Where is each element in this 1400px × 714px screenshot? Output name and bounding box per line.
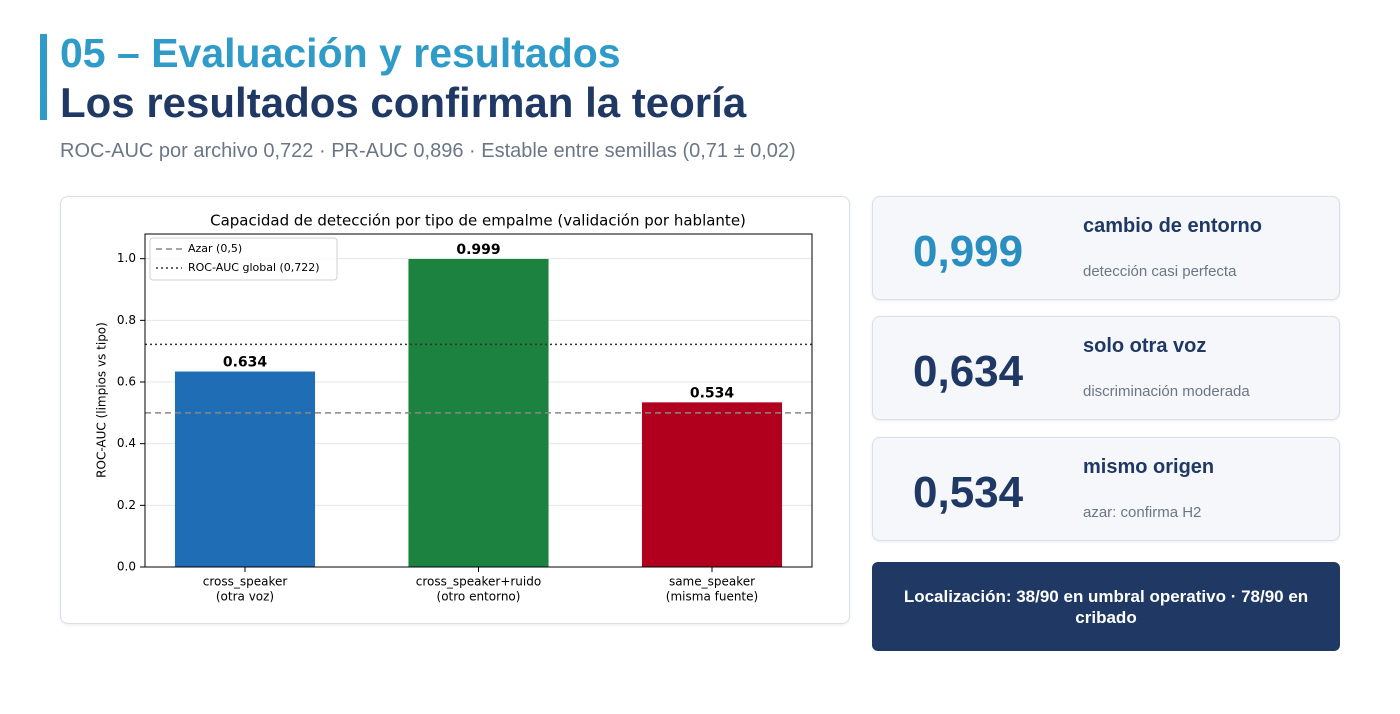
value-label: 0.534 (690, 385, 735, 401)
x-tick-label: (misma fuente) (666, 590, 758, 604)
metric-note: detección casi perfecta (1083, 263, 1237, 280)
bar (174, 371, 316, 567)
chart-title: Capacidad de detección por tipo de empal… (210, 212, 746, 230)
y-tick-label: 0.2 (117, 498, 136, 512)
value-label: 0.999 (456, 242, 500, 258)
y-axis-label: ROC-AUC (limpios vs tipo) (95, 322, 109, 478)
y-tick-label: 0.4 (117, 436, 136, 450)
x-tick-label: same_speaker (669, 575, 755, 589)
x-tick-label: cross_speaker+ruido (416, 575, 541, 589)
metric-card: 0,999 cambio de entorno detección casi per… (872, 196, 1340, 300)
value-label: 0.634 (223, 355, 268, 371)
y-tick-label: 1.0 (117, 251, 136, 265)
y-tick-label: 0.0 (117, 560, 136, 574)
metric-title: cambio de entorno (1083, 215, 1262, 237)
bar (641, 402, 783, 567)
chart-card (60, 196, 850, 624)
x-tick-label: (otra voz) (216, 590, 274, 604)
slide-subtitle: ROC-AUC por archivo 0,722 · PR-AUC 0,896… (60, 140, 796, 162)
metric-card: 0,534 mismo origen azar: confirma H2 (872, 437, 1340, 541)
metric-title: mismo origen (1083, 456, 1215, 478)
legend-label: ROC-AUC global (0,722) (188, 261, 320, 274)
plot-frame (144, 233, 813, 568)
x-tick-label: cross_speaker (203, 575, 288, 589)
legend-label: Azar (0,5) (188, 242, 242, 255)
metric-note: discriminación moderada (1083, 383, 1250, 400)
metric-card: 0,634 solo otra voz discriminación moderad… (872, 316, 1340, 420)
x-tick-label: (otro entorno) (437, 590, 521, 604)
footer-box: Localización: 38/90 en umbral operativo … (872, 562, 1340, 651)
slide-title: Los resultados confirman la teoría (60, 79, 747, 126)
metric-value: 0,634 (913, 347, 1024, 396)
legend-box (149, 237, 338, 281)
accent-bar (40, 34, 47, 120)
metric-note: azar: confirma H2 (1083, 504, 1202, 521)
metric-value: 0,534 (913, 468, 1024, 517)
y-tick-label: 0.6 (117, 375, 136, 389)
metric-value: 0,999 (913, 227, 1024, 276)
footer-text: Localización: 38/90 en umbral operativo … (903, 586, 1309, 627)
section-title: 05 – Evaluación y resultados (60, 30, 621, 76)
metric-title: solo otra voz (1083, 335, 1207, 357)
y-tick-label: 0.8 (117, 313, 136, 327)
